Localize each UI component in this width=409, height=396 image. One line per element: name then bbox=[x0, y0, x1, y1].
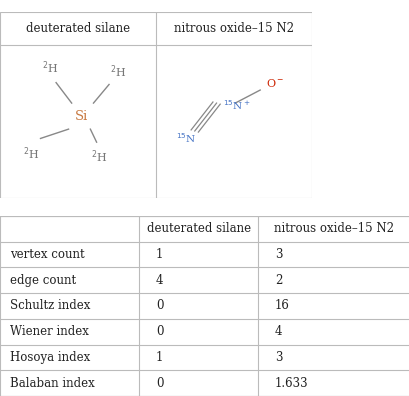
Text: nitrous oxide–15 N2: nitrous oxide–15 N2 bbox=[274, 222, 393, 235]
Text: 4: 4 bbox=[274, 325, 281, 338]
Text: 1: 1 bbox=[155, 351, 163, 364]
Text: Si: Si bbox=[74, 110, 88, 123]
Text: 1.633: 1.633 bbox=[274, 377, 308, 390]
Text: edge count: edge count bbox=[10, 274, 76, 287]
Text: 16: 16 bbox=[274, 299, 289, 312]
Text: deuterated silane: deuterated silane bbox=[26, 22, 130, 35]
Text: Schultz index: Schultz index bbox=[10, 299, 90, 312]
Text: O$^-$: O$^-$ bbox=[266, 76, 284, 89]
Text: deuterated silane: deuterated silane bbox=[146, 222, 250, 235]
Text: Balaban index: Balaban index bbox=[10, 377, 95, 390]
Text: Hosoya index: Hosoya index bbox=[10, 351, 90, 364]
Text: 0: 0 bbox=[155, 299, 163, 312]
Text: $^{15}$N: $^{15}$N bbox=[175, 131, 196, 145]
Text: 2: 2 bbox=[274, 274, 281, 287]
Text: $^2$H: $^2$H bbox=[42, 59, 58, 76]
Text: 4: 4 bbox=[155, 274, 163, 287]
Text: nitrous oxide–15 N2: nitrous oxide–15 N2 bbox=[173, 22, 293, 35]
Text: 3: 3 bbox=[274, 248, 281, 261]
Text: $^2$H: $^2$H bbox=[23, 145, 39, 162]
Text: $^2$H: $^2$H bbox=[110, 63, 126, 80]
Text: 1: 1 bbox=[155, 248, 163, 261]
Text: 3: 3 bbox=[274, 351, 281, 364]
Text: Wiener index: Wiener index bbox=[10, 325, 89, 338]
Text: vertex count: vertex count bbox=[10, 248, 85, 261]
Text: $^{15}$N$^+$: $^{15}$N$^+$ bbox=[222, 98, 250, 112]
Text: 0: 0 bbox=[155, 377, 163, 390]
Text: $^2$H: $^2$H bbox=[91, 149, 108, 166]
Text: 0: 0 bbox=[155, 325, 163, 338]
